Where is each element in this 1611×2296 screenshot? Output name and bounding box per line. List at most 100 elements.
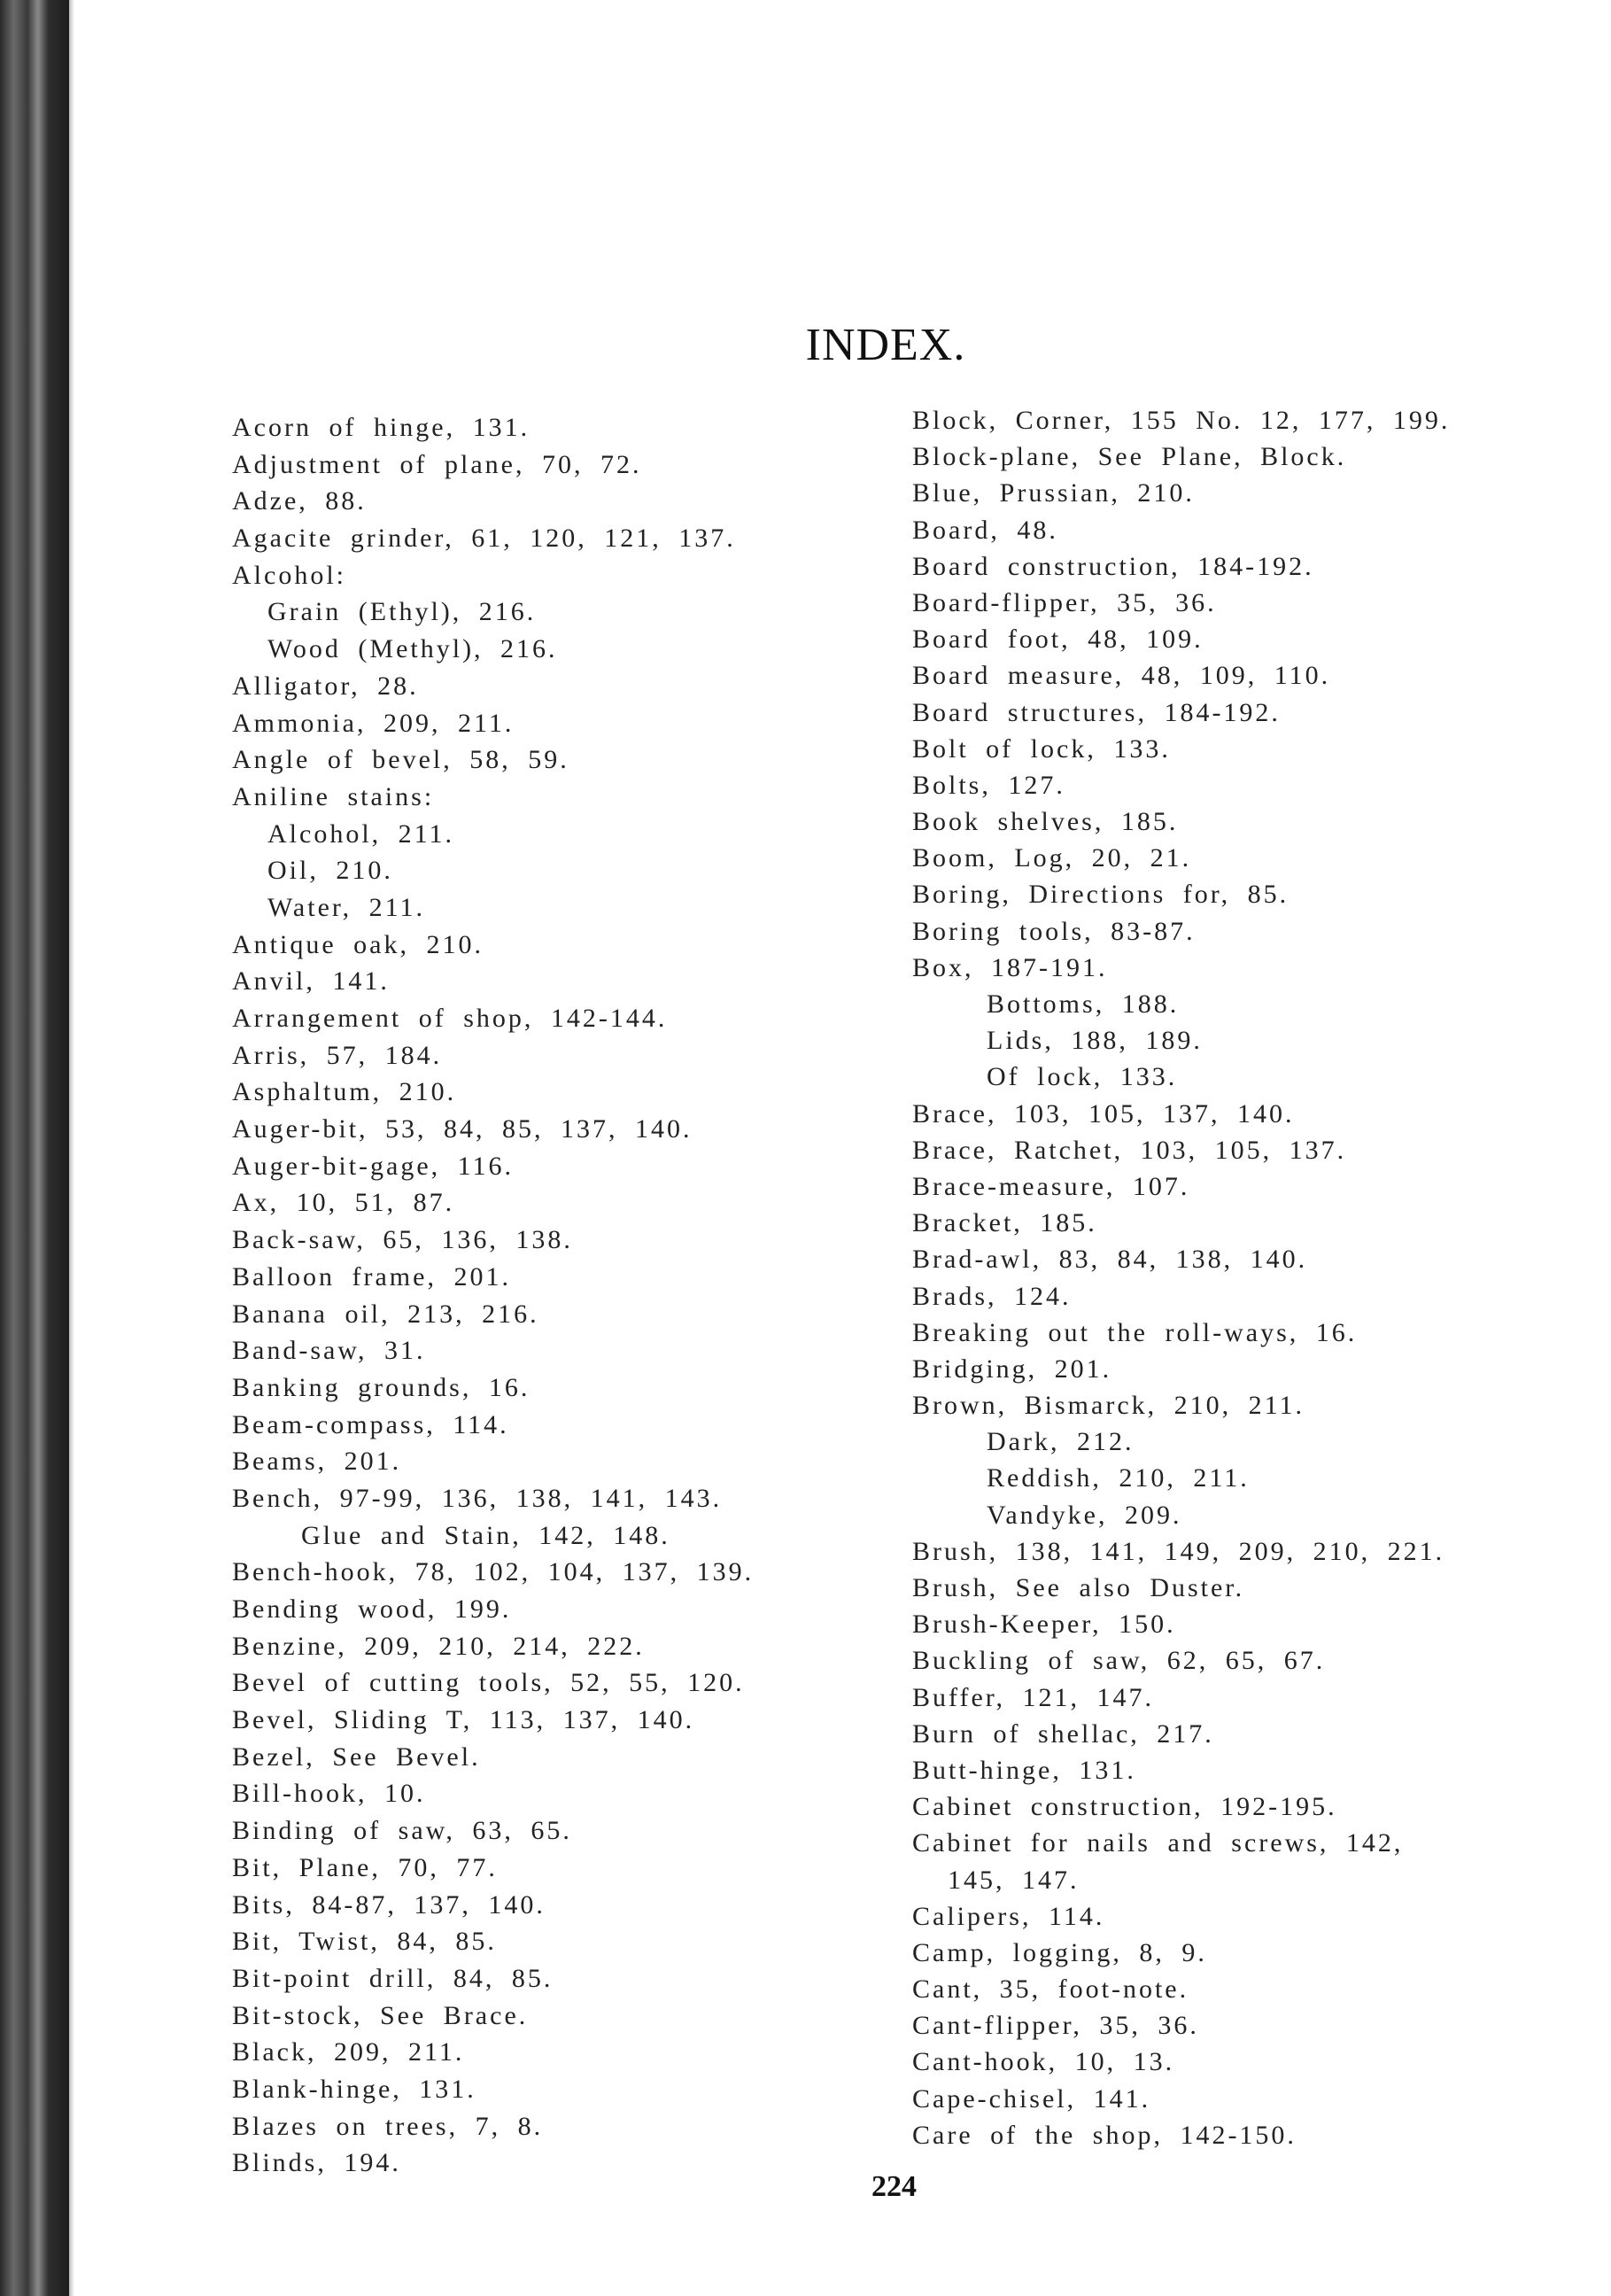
index-entry: Bolt of lock, 133. [912,733,1171,764]
index-entry: Burn of shellac, 217. [912,1718,1214,1749]
index-entry: Adze, 88. [232,486,367,516]
index-subentry: Bottoms, 188. [987,989,1180,1019]
index-entry: Adjustment of plane, 70, 72. [232,449,642,479]
index-entry: Board construction, 184-192. [912,551,1314,581]
index-entry: Benzine, 209, 210, 214, 222. [232,1631,645,1661]
index-entry: Black, 209, 211. [232,2037,465,2067]
index-entry: Banana oil, 213, 216. [232,1299,539,1329]
index-entry: Anvil, 141. [232,966,390,997]
index-entry: Bits, 84-87, 137, 140. [232,1889,546,1920]
page-number: 224 [871,2170,917,2203]
index-entry: Bit-stock, See Brace. [232,2000,529,2030]
index-entry: Brace-measure, 107. [912,1171,1190,1201]
index-entry: Board-flipper, 35, 36. [912,587,1217,617]
index-entry: Band-saw, 31. [232,1336,426,1366]
index-entry: Boring tools, 83-87. [912,916,1196,946]
index-entry: Camp, logging, 8, 9. [912,1937,1207,1967]
index-entry: Bit, Twist, 84, 85. [232,1927,497,1957]
index-entry: Brown, Bismarck, 210, 211. [912,1391,1305,1421]
index-subentry: Vandyke, 209. [987,1500,1182,1530]
index-entry: Brace, Ratchet, 103, 105, 137. [912,1135,1347,1165]
index-entry: Angle of bevel, 58, 59. [232,745,569,775]
index-entry: Boring, Directions for, 85. [912,880,1290,910]
index-entry: Bit, Plane, 70, 77. [232,1852,498,1882]
book-binding-edge [0,0,74,2296]
index-entry: Brush-Keeper, 150. [912,1610,1176,1640]
index-entry: Care of the shop, 142-150. [912,2120,1297,2150]
index-entry: Blank-hinge, 131. [232,2074,476,2104]
index-entry: Asphaltum, 210. [232,1077,457,1107]
index-entry: Acorn of hinge, 131. [232,413,531,442]
index-entry: Cabinet construction, 192-195. [912,1792,1337,1822]
index-entry: Board structures, 184-192. [912,697,1281,727]
index-column-right: Block, Corner, 155 No. 12, 177, 199. Bloc… [912,402,1450,2153]
index-subentry: Glue and Stain, 142, 148. [301,1520,670,1550]
index-entry: Arrangement of shop, 142-144. [232,1004,668,1033]
index-entry: Bracket, 185. [912,1208,1097,1238]
index-entry: Board, 48. [912,515,1058,545]
index-entry: Ammonia, 209, 211. [232,708,515,738]
index-entry: Bill-hook, 10. [232,1779,426,1809]
index-entry: Bit-point drill, 84, 85. [232,1963,554,1993]
index-entry: Alligator, 28. [232,671,419,701]
index-subentry: Alcohol, 211. [267,818,455,849]
index-entry: Banking grounds, 16. [232,1372,531,1402]
index-subentry: Lids, 188, 189. [987,1026,1203,1056]
index-entry: Brad-awl, 83, 84, 138, 140. [912,1245,1308,1275]
index-entry: Back-saw, 65, 136, 138. [232,1225,573,1255]
index-subentry: Grain (Ethyl), 216. [267,597,537,627]
index-entry: Cabinet for nails and screws, 142, [912,1828,1404,1858]
index-entry: Bridging, 201. [912,1354,1112,1384]
index-entry: Buffer, 121, 147. [912,1682,1155,1712]
index-subentry: Of lock, 133. [987,1062,1178,1092]
index-entry: Cape-chisel, 141. [912,2083,1151,2114]
index-entry: Bezel, See Bevel. [232,1741,481,1772]
index-entry: Bolts, 127. [912,770,1065,800]
index-entry: Buckling of saw, 62, 65, 67. [912,1646,1326,1676]
index-subentry: Wood (Methyl), 216. [267,634,558,664]
index-entry: Calipers, 114. [912,1901,1105,1931]
index-column-left: Acorn of hinge, 131. Adjustment of plane,… [232,409,754,2182]
index-entry: Breaking out the roll-ways, 16. [912,1317,1358,1347]
index-subentry: Reddish, 210, 211. [987,1463,1250,1493]
index-entry: Auger-bit, 53, 84, 85, 137, 140. [232,1114,693,1144]
index-entry: Boom, Log, 20, 21. [912,843,1192,873]
index-entry: Box, 187-191. [912,952,1108,982]
index-entry: Aniline stains: [232,781,435,811]
index-entry: Block-plane, See Plane, Block. [912,442,1347,472]
index-subentry: Dark, 212. [987,1427,1135,1457]
index-entry: Agacite grinder, 61, 120, 121, 137. [232,524,736,554]
index-entry: Antique oak, 210. [232,929,484,959]
index-entry: Brush, See also Duster. [912,1573,1245,1602]
index-entry: Blue, Prussian, 210. [912,478,1195,508]
index-entry: Bench, 97-99, 136, 138, 141, 143. [232,1483,723,1513]
index-entry: Arris, 57, 184. [232,1040,443,1070]
index-subentry: Water, 211. [267,892,426,922]
index-entry: Binding of saw, 63, 65. [232,1816,572,1846]
index-subentry: Oil, 210. [267,856,393,886]
index-entry: Board measure, 48, 109, 110. [912,661,1331,691]
index-entry: Balloon frame, 201. [232,1261,511,1292]
index-entry: Brush, 138, 141, 149, 209, 210, 221. [912,1536,1445,1566]
index-entry: Butt-hinge, 131. [912,1755,1136,1785]
index-entry: Brace, 103, 105, 137, 140. [912,1098,1295,1129]
page-title: INDEX. [805,320,966,370]
index-entry: Beam-compass, 114. [232,1409,509,1439]
index-entry: Block, Corner, 155 No. 12, 177, 199. [912,406,1451,435]
index-entry: Alcohol: [232,560,346,590]
index-entry: Cant, 35, foot-note. [912,1974,1189,2005]
index-entry: Auger-bit-gage, 116. [232,1151,515,1181]
index-entry: Bevel of cutting tools, 52, 55, 120. [232,1668,745,1698]
index-entry: Brads, 124. [912,1281,1072,1311]
index-subentry: 145, 147. [948,1865,1080,1895]
index-entry: Bevel, Sliding T, 113, 137, 140. [232,1705,695,1735]
index-entry: Beams, 201. [232,1447,402,1477]
index-entry: Ax, 10, 51, 87. [232,1188,455,1218]
index-entry: Bench-hook, 78, 102, 104, 137, 139. [232,1557,755,1587]
index-entry: Bending wood, 199. [232,1594,512,1624]
index-entry: Cant-flipper, 35, 36. [912,2011,1199,2041]
index-entry: Book shelves, 185. [912,807,1179,837]
index-entry: Blazes on trees, 7, 8. [232,2111,544,2141]
index-entry: Blinds, 194. [232,2148,401,2178]
index-entry: Board foot, 48, 109. [912,624,1204,655]
